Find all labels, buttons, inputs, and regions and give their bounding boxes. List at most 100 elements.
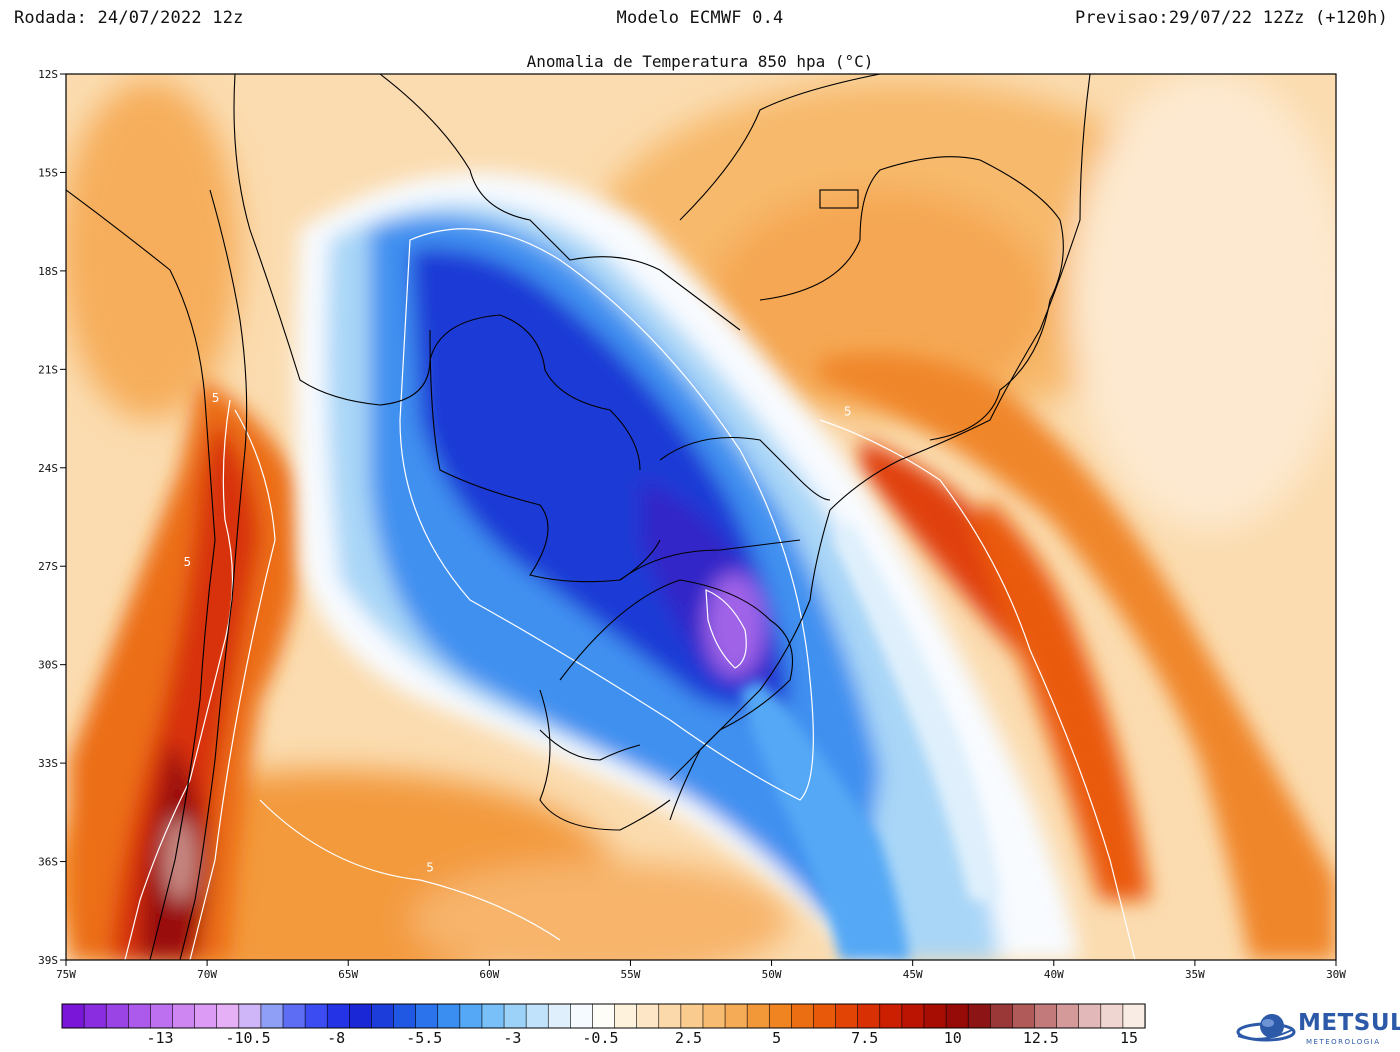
colorbar-swatch xyxy=(61,1003,85,1029)
colorbar-label: 2.5 xyxy=(675,1029,702,1047)
lat-tick-label: 27S xyxy=(38,560,58,573)
colorbar-label: -13 xyxy=(146,1029,173,1047)
map-title: Anomalia de Temperatura 850 hpa (°C) xyxy=(526,52,874,71)
colorbar-swatch xyxy=(1056,1003,1080,1029)
plot-frame xyxy=(65,73,1337,961)
bolivia-border xyxy=(233,74,641,471)
colorbar-label: 15 xyxy=(1120,1029,1138,1047)
colorbar-swatch xyxy=(238,1003,262,1029)
colorbar xyxy=(61,1003,1146,1029)
contour-cold-inner xyxy=(705,589,747,669)
logo-subtitle: METEOROLOGIA xyxy=(1306,1038,1381,1046)
colorbar-swatch xyxy=(393,1003,417,1029)
colorbar-swatch xyxy=(83,1003,107,1029)
colorbar-label: 12.5 xyxy=(1023,1029,1059,1047)
colorbar-swatch xyxy=(658,1003,682,1029)
colorbar-label: 7.5 xyxy=(851,1029,878,1047)
lat-tick-label: 36S xyxy=(38,856,58,869)
colorbar-swatch xyxy=(547,1003,571,1029)
contour-lines xyxy=(124,228,1136,960)
colorbar-swatch xyxy=(1034,1003,1058,1029)
contour-cold-outer xyxy=(399,228,814,801)
longitude-axis: 75W 70W 65W 60W 55W 50W 45W 40W 35W 30W xyxy=(56,960,1346,981)
colorbar-swatch xyxy=(570,1003,594,1029)
warm-region-south xyxy=(410,860,790,960)
colorbar-swatch xyxy=(326,1003,350,1029)
colorbar-swatch xyxy=(150,1003,174,1029)
colorbar-swatch xyxy=(525,1003,549,1029)
political-borders xyxy=(66,74,1091,960)
contour-value-label: 5 xyxy=(426,860,434,874)
coastline-pacific xyxy=(66,189,216,960)
contour-labels: 5 5 5 5 xyxy=(184,391,852,874)
colorbar-swatch xyxy=(813,1003,837,1029)
colorbar-swatch xyxy=(1012,1003,1036,1029)
warm-region-north-core xyxy=(710,190,1050,410)
argentina-river-plate xyxy=(539,729,641,761)
contour-argentina xyxy=(259,799,561,941)
colorbar-swatch xyxy=(945,1003,969,1029)
federal-district-outline xyxy=(819,189,859,209)
contour-andes-west xyxy=(124,399,234,960)
cold-edge-strip xyxy=(835,520,1000,900)
colorbar-label: 10 xyxy=(944,1029,962,1047)
colorbar-swatch xyxy=(746,1003,770,1029)
lat-tick-label: 30S xyxy=(38,659,58,672)
colorbar-label: -10.5 xyxy=(226,1029,271,1047)
colorbar-swatch xyxy=(835,1003,859,1029)
contour-andes-east xyxy=(189,409,276,960)
colorbar-swatch xyxy=(879,1003,903,1029)
lat-tick-label: 12S xyxy=(38,68,58,81)
colorbar-swatch xyxy=(702,1003,726,1029)
colorbar-swatch xyxy=(592,1003,616,1029)
atlantic-coastline xyxy=(669,74,1091,821)
colorbar-swatch xyxy=(680,1003,704,1029)
colorbar-label: 5 xyxy=(772,1029,781,1047)
lat-tick-label: 33S xyxy=(38,757,58,770)
logo-wordmark: METSUL xyxy=(1298,1010,1400,1036)
warm-region-northeast-pale xyxy=(1070,74,1336,530)
colorbar-swatch xyxy=(1122,1003,1146,1029)
forecast-valid-label: Previsao:29/07/22 12Zz (+120h) xyxy=(1074,8,1388,28)
colorbar-swatch xyxy=(503,1003,527,1029)
colorbar-label: -5.5 xyxy=(406,1029,442,1047)
colorbar-swatch xyxy=(636,1003,660,1029)
cold-tongue-south xyxy=(740,680,910,960)
lon-tick-label: 60W xyxy=(479,968,499,981)
run-date-label: Rodada: 24/07/2022 12z xyxy=(14,8,244,28)
latitude-axis: 12S 15S 18S 21S 24S 27S 30S 33S 36S 39S xyxy=(38,68,66,967)
colorbar-swatch xyxy=(260,1003,284,1029)
colorbar-swatch xyxy=(105,1003,129,1029)
lat-tick-label: 39S xyxy=(38,954,58,967)
colorbar-swatch xyxy=(967,1003,991,1029)
lon-tick-label: 30W xyxy=(1326,968,1346,981)
colorbar-swatch xyxy=(282,1003,306,1029)
colorbar-swatch xyxy=(415,1003,439,1029)
colorbar-swatch xyxy=(437,1003,461,1029)
lon-tick-label: 50W xyxy=(762,968,782,981)
contour-value-label: 5 xyxy=(184,555,192,569)
uruguay-border xyxy=(539,689,671,831)
colorbar-swatch xyxy=(1078,1003,1102,1029)
lon-tick-label: 70W xyxy=(197,968,217,981)
brazil-west-border xyxy=(379,74,741,331)
lon-tick-label: 65W xyxy=(338,968,358,981)
colorbar-swatch xyxy=(614,1003,638,1029)
colorbar-swatch xyxy=(216,1003,240,1029)
colorbar-swatch xyxy=(923,1003,947,1029)
colorbar-swatch xyxy=(194,1003,218,1029)
cold-core-purple xyxy=(705,573,765,677)
colorbar-swatch xyxy=(791,1003,815,1029)
lon-tick-label: 45W xyxy=(903,968,923,981)
contour-value-label: 5 xyxy=(212,391,220,405)
colorbar-swatch xyxy=(459,1003,483,1029)
colorbar-frame xyxy=(61,1003,1146,1029)
lat-tick-label: 21S xyxy=(38,363,58,376)
metsul-logo: METSUL METEOROLOGIA xyxy=(1232,1006,1400,1052)
contour-atlantic xyxy=(819,419,1136,960)
lat-tick-label: 15S xyxy=(38,166,58,179)
colorbar-swatch xyxy=(371,1003,395,1029)
andes-red-core xyxy=(110,420,260,960)
colorbar-label: -0.5 xyxy=(582,1029,618,1047)
